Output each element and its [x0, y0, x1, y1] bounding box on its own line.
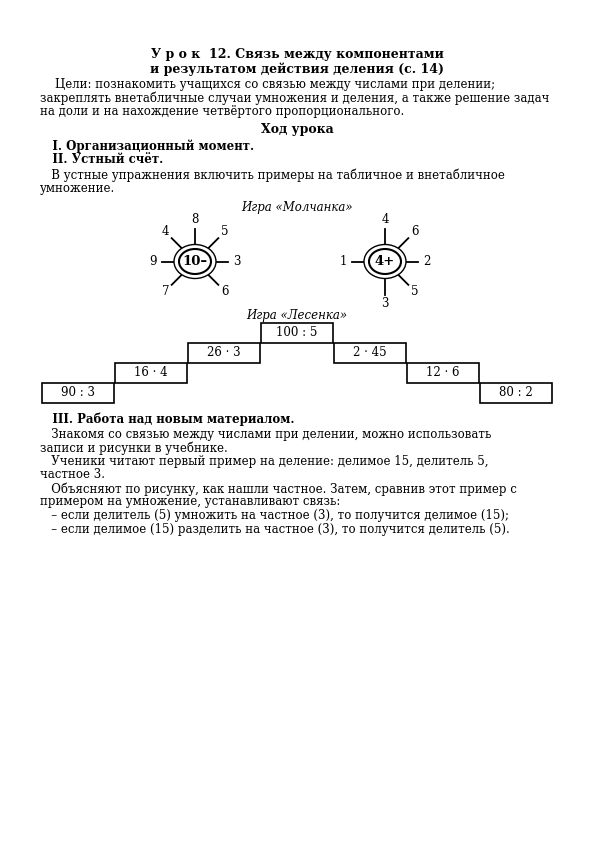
Text: 2 · 45: 2 · 45 [353, 346, 387, 359]
Text: Объясняют по рисунку, как нашли частное. Затем, сравнив этот пример с: Объясняют по рисунку, как нашли частное.… [40, 482, 517, 495]
Text: II. Устный счёт.: II. Устный счёт. [40, 153, 163, 166]
Text: примером на умножение, устанавливают связь:: примером на умножение, устанавливают свя… [40, 495, 340, 509]
Bar [115, 363, 187, 382]
Text: 3: 3 [381, 297, 389, 310]
Text: 4: 4 [162, 226, 169, 238]
Ellipse shape [369, 249, 401, 274]
Text: 4: 4 [381, 213, 389, 226]
Bar [42, 382, 114, 402]
Text: Знакомя со связью между числами при делении, можно использовать: Знакомя со связью между числами при деле… [40, 428, 491, 441]
Text: 5: 5 [221, 226, 228, 238]
Text: 8: 8 [192, 213, 199, 226]
Text: 3: 3 [233, 255, 241, 268]
Text: 6: 6 [221, 285, 228, 298]
Text: и результатом действия деления (с. 14): и результатом действия деления (с. 14) [150, 62, 444, 76]
Text: I. Организационный момент.: I. Организационный момент. [40, 140, 254, 153]
Text: – если делитель (5) умножить на частное (3), то получится делимое (15);: – если делитель (5) умножить на частное … [40, 509, 509, 522]
Ellipse shape [179, 249, 211, 274]
Text: Ученики читают первый пример на деление: делимое 15, делитель 5,: Ученики читают первый пример на деление:… [40, 455, 488, 468]
Text: 2: 2 [423, 255, 431, 268]
Text: 16 · 4: 16 · 4 [134, 366, 168, 379]
Text: 4+: 4+ [375, 255, 395, 268]
Text: 5: 5 [411, 285, 418, 298]
Text: записи и рисунки в учебнике.: записи и рисунки в учебнике. [40, 441, 228, 455]
Text: 10–: 10– [183, 255, 208, 268]
Ellipse shape [174, 244, 216, 279]
Bar [334, 343, 406, 363]
Bar [407, 363, 479, 382]
Text: 90 : 3: 90 : 3 [61, 386, 95, 399]
Text: Цели: познакомить учащихся со связью между числами при делении;: Цели: познакомить учащихся со связью меж… [40, 78, 495, 91]
Text: умножение.: умножение. [40, 182, 115, 195]
Text: 6: 6 [411, 226, 418, 238]
Text: III. Работа над новым материалом.: III. Работа над новым материалом. [40, 413, 295, 426]
Text: закреплять внетабличные случаи умножения и деления, а также решение задач: закреплять внетабличные случаи умножения… [40, 92, 549, 105]
Ellipse shape [364, 244, 406, 279]
Bar [480, 382, 552, 402]
Text: на доли и на нахождение четвёртого пропорционального.: на доли и на нахождение четвёртого пропо… [40, 105, 404, 118]
Text: У р о к  12. Связь между компонентами: У р о к 12. Связь между компонентами [151, 48, 443, 61]
Text: Игра «Молчанка»: Игра «Молчанка» [241, 201, 353, 215]
Text: 26 · 3: 26 · 3 [207, 346, 241, 359]
Text: 7: 7 [162, 285, 169, 298]
Text: 80 : 2: 80 : 2 [499, 386, 533, 399]
Text: 9: 9 [149, 255, 156, 268]
Text: 100 : 5: 100 : 5 [276, 326, 318, 339]
Text: – если делимое (15) разделить на частное (3), то получится делитель (5).: – если делимое (15) разделить на частное… [40, 523, 510, 536]
Text: В устные упражнения включить примеры на табличное и внетабличное: В устные упражнения включить примеры на … [40, 168, 505, 182]
Text: Ход урока: Ход урока [261, 124, 333, 136]
Text: Игра «Лесенка»: Игра «Лесенка» [246, 308, 347, 322]
Bar [261, 322, 333, 343]
Text: 1: 1 [339, 255, 347, 268]
Bar [188, 343, 260, 363]
Text: 12 · 6: 12 · 6 [426, 366, 460, 379]
Text: частное 3.: частное 3. [40, 468, 105, 482]
